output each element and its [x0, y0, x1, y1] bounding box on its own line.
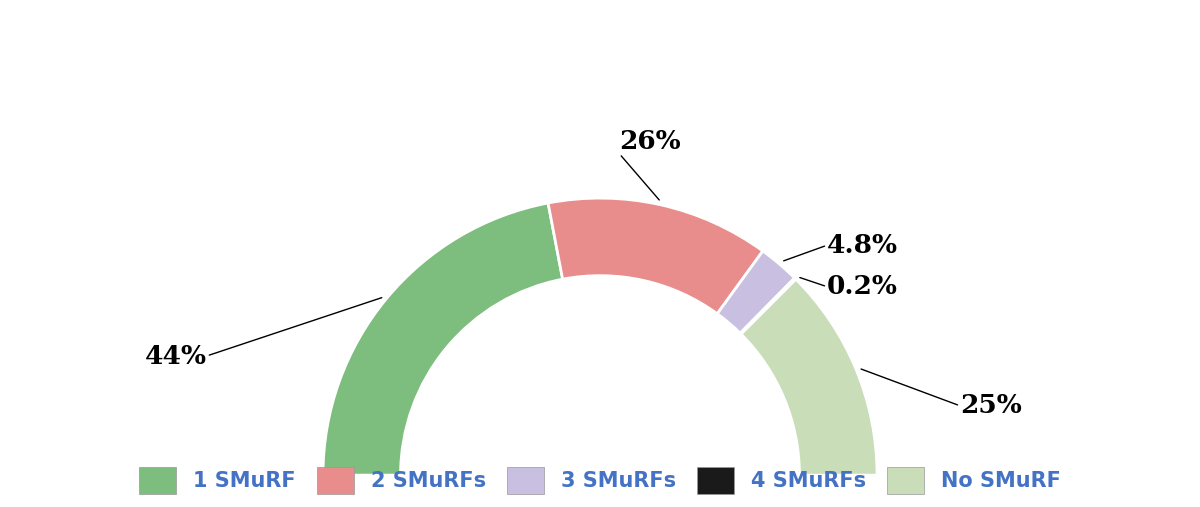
Text: 4.8%: 4.8% [827, 233, 898, 258]
Wedge shape [548, 198, 763, 314]
Text: 0.2%: 0.2% [827, 274, 898, 299]
Wedge shape [740, 278, 796, 334]
Text: 26%: 26% [619, 129, 682, 154]
Text: 25%: 25% [960, 393, 1022, 418]
Wedge shape [742, 279, 877, 475]
Wedge shape [718, 251, 794, 333]
Text: 44%: 44% [145, 344, 206, 369]
Legend: 1 SMuRF, 2 SMuRFs, 3 SMuRFs, 4 SMuRFs, No SMuRF: 1 SMuRF, 2 SMuRFs, 3 SMuRFs, 4 SMuRFs, N… [131, 459, 1069, 502]
Wedge shape [323, 203, 563, 475]
